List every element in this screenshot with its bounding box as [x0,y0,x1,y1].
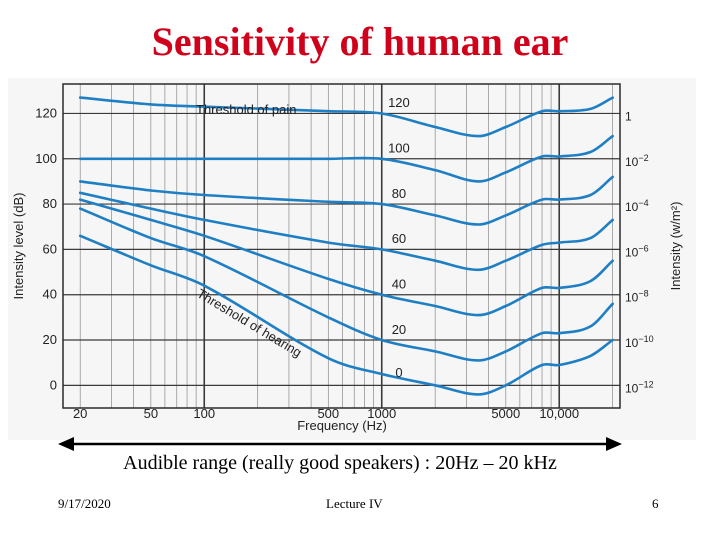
plot-frame [62,83,621,409]
y-tick-label: 120 [35,105,57,120]
y-tick-label: 0 [50,377,57,392]
threshold-of-pain-label: Threshold of pain [196,102,296,117]
right-tick-label: 10−2 [625,153,649,169]
series-line-80 [78,175,614,226]
x-tick-label: 500 [317,406,339,421]
curve-label: 100 [388,141,410,156]
chart-background [8,78,696,440]
curve-label: 40 [392,276,406,291]
series-line-100 [78,134,614,183]
curve-label: 120 [388,95,410,110]
curve-label: 0 [395,365,402,380]
curve-label: 60 [392,231,406,246]
series-group [78,96,614,396]
right-tick-label: 10−6 [625,243,649,259]
audible-range-caption: Audible range (really good speakers) : 2… [123,452,557,474]
audible-range-arrow [58,437,622,451]
right-tick-label: 10−4 [625,198,649,214]
series-line-120 [78,96,614,138]
x-tick-label: 20 [73,406,87,421]
series-line-0 [78,234,614,396]
arrow-left-icon [58,437,74,451]
series-line-20 [78,207,614,362]
curve-labels: 120 100 80 60 40 20 0 [388,95,410,380]
x-axis-title: Frequency (Hz) [297,418,387,433]
curve-label: 80 [392,186,406,201]
right-tick-label: 10−10 [625,334,654,350]
y-tick-label: 100 [35,151,57,166]
x-tick-label: 100 [193,406,215,421]
footer-date: 9/17/2020 [58,496,111,511]
right-axis-title: Intensity (w/m²) [668,202,683,291]
series-line-60 [78,191,614,272]
right-tick-label: 1 [625,109,632,123]
y-tick-label: 80 [43,196,57,211]
x-tick-label: 10,000 [539,406,579,421]
arrow-right-icon [606,437,622,451]
x-tick-label: 1000 [367,406,396,421]
slide-title: Sensitivity of human ear [151,19,569,64]
y-axis-title: Intensity level (dB) [11,193,26,300]
footer-lecture: Lecture IV [326,496,383,511]
page-number: 6 [652,496,659,511]
series-line-40 [78,198,614,317]
y-tick-label: 60 [43,241,57,256]
y-tick-label: 40 [43,287,57,302]
x-tick-label: 50 [144,406,158,421]
grid [63,84,620,408]
right-tick-label: 10−8 [625,289,649,305]
curve-label: 20 [392,322,406,337]
right-tick-label: 10−12 [625,379,654,395]
y-tick-label: 20 [43,332,57,347]
chart-container: 0 20 40 60 80 100 120 20 50 100 500 1000 5000 10,000 1… [0,78,720,440]
x-tick-label: 5000 [491,406,520,421]
